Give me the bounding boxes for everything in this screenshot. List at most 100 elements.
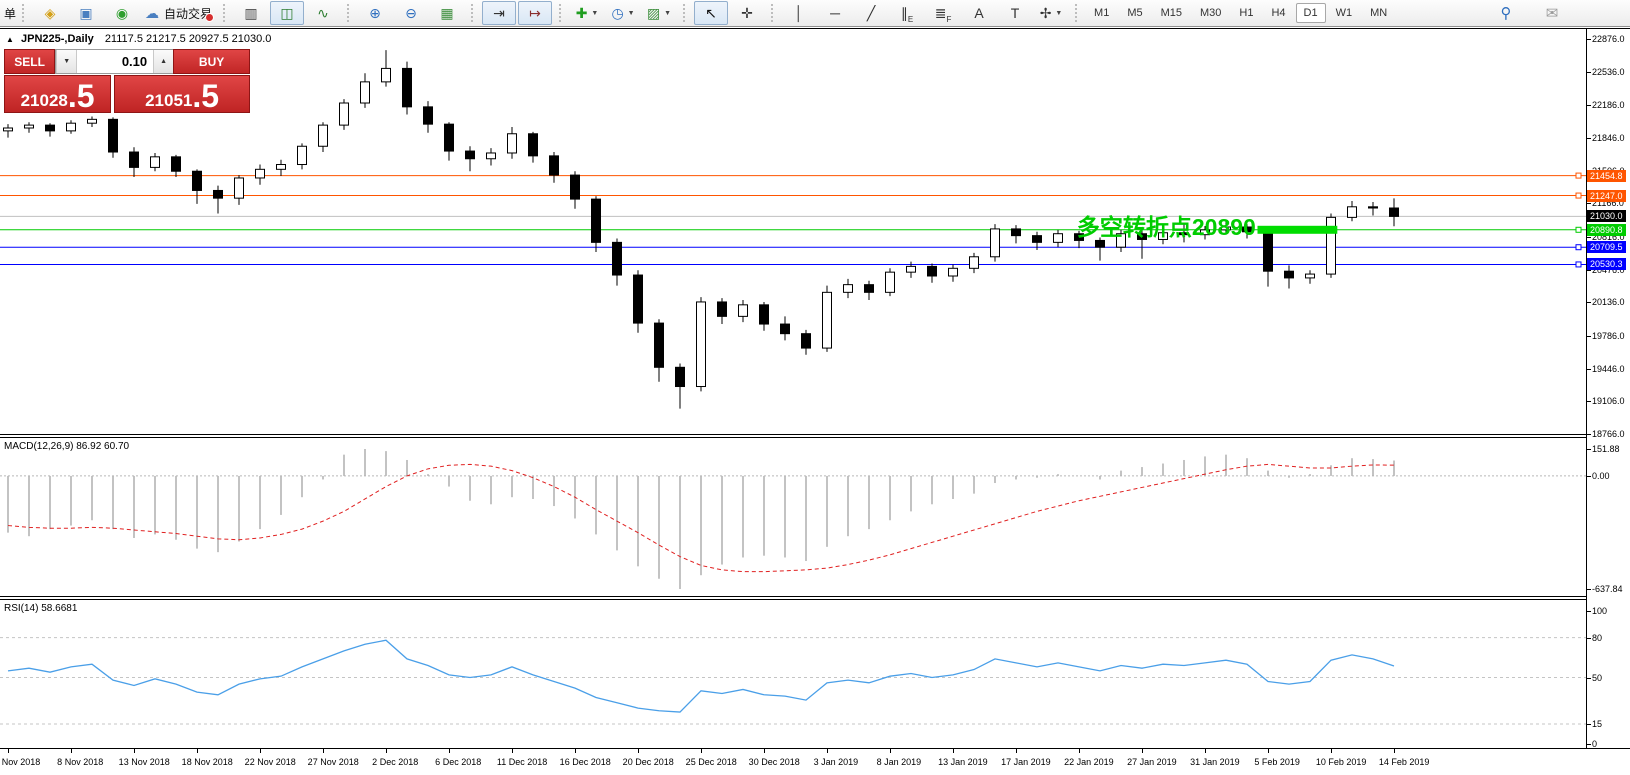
timeframe-m30-button[interactable]: M30 [1200,7,1222,19]
periods-dropdown-icon[interactable]: ▼ [627,9,635,17]
buy-button[interactable]: BUY [173,49,250,74]
time-axis-tick [260,749,261,753]
indicators-dropdown-icon[interactable]: ▼ [591,9,599,17]
time-axis-label: 4 Nov 2018 [0,757,41,767]
line-chart-button[interactable]: ∿ [306,1,340,25]
horizontal-line-button[interactable]: ─ [818,1,852,25]
equidistant-channel-icon: ∥ [900,5,908,21]
rsi-indicator-label: RSI(14) 58.6681 [4,603,78,614]
autotrading-icon: ☁ [145,5,160,21]
time-axis-tick [1079,749,1080,753]
templates-button[interactable]: ▨ ▼ [642,1,676,25]
price-axis-tick: 22536.0 [1587,66,1625,77]
zoom-out-icon: ⊖ [405,5,417,21]
time-axis-tick [1394,749,1395,753]
text-button[interactable]: A [962,1,996,25]
periods-button[interactable]: ◷ ▼ [606,1,640,25]
timeframe-w1-button[interactable]: W1 [1335,7,1353,19]
time-axis-label: 5 Feb 2019 [1254,757,1300,767]
main-toolbar: 单 ◈ ▣ ◉ ☁ 自动交易 ▥ ◫ ∿ ⊕ ⊖ ▦ ⇥ ↦ ✚ ▼ ◷ ▼ ▨ ▼ ↖ ✛ │ ─ ╱ ∥ E ≣ F A T ✢ ▼ M1… [0,0,1630,27]
templates-dropdown-icon[interactable]: ▼ [664,9,672,17]
time-axis-label: 30 Dec 2018 [748,757,800,767]
price-axis-tick: 0.00 [1587,470,1610,481]
time-axis-label: 25 Dec 2018 [685,757,737,767]
chart-title: ▲ JPN225-,Daily 21117.5 21217.5 20927.5 … [6,33,271,45]
arrows-dropdown-icon[interactable]: ▼ [1055,9,1063,17]
time-axis-label: 10 Feb 2019 [1315,757,1367,767]
profiles-button[interactable]: ▣ [69,1,103,25]
volume-increase-button[interactable]: ▲ [153,50,175,73]
line-chart-icon: ∿ [317,5,329,21]
sell-price-fraction: .5 [67,77,95,114]
fibonacci-icon: ≣ [934,5,947,21]
price-axis-tick: -637.84 [1587,584,1623,594]
search-icon: ⚲ [1500,4,1512,22]
fibonacci-button[interactable]: ≣ F [926,1,960,25]
time-axis-tick [1016,749,1017,753]
price-axis-tick: 18766.0 [1587,429,1625,439]
auto-scroll-button[interactable]: ⇥ [482,1,517,25]
chart-canvas[interactable]: 多空转折点20890 [0,29,1586,748]
text-label-button[interactable]: T [998,1,1032,25]
time-axis-label: 13 Nov 2018 [118,757,170,767]
time-axis-tick [1331,749,1332,753]
zoom-in-button[interactable]: ⊕ [358,1,392,25]
chart-shift-button[interactable]: ↦ [518,1,553,25]
zoom-out-button[interactable]: ⊖ [394,1,428,25]
volume-input[interactable] [77,50,154,73]
time-axis-label: 31 Jan 2019 [1190,757,1240,767]
volume-stepper: ▼ ▲ [55,49,175,74]
chat-icon: ✉ [1545,4,1559,22]
time-axis-label: 16 Dec 2018 [559,757,611,767]
signals-icon: ◉ [115,5,129,21]
search-button[interactable]: ⚲ [1489,1,1523,25]
equidistant-channel-button[interactable]: ∥ E [890,1,924,25]
price-scale[interactable]: 22876.022536.022186.021846.021506.021166… [1586,29,1630,749]
time-axis-label: 2 Dec 2018 [372,757,419,767]
new-chart-button[interactable]: ◈ [33,1,67,25]
timeframe-m15-button[interactable]: M15 [1160,7,1182,19]
annotation-text[interactable]: 多空转折点20890 [1077,214,1256,240]
timeframe-d1-button[interactable]: D1 [1295,3,1326,23]
chat-button[interactable]: ✉ [1535,1,1569,25]
highlight-segment[interactable] [1257,225,1338,234]
signals-button[interactable]: ◉ [105,1,139,25]
time-axis-tick [953,749,954,753]
timeframe-m5-button[interactable]: M5 [1127,7,1143,19]
timeframe-h4-button[interactable]: H4 [1271,7,1286,19]
sell-button[interactable]: SELL [4,49,56,74]
trendline-button[interactable]: ╱ [854,1,888,25]
buy-price[interactable]: 21051 .5 [114,75,250,113]
bar-chart-button[interactable]: ▥ [234,1,268,25]
time-axis-tick [1205,749,1206,753]
time-scale[interactable]: 4 Nov 2018 8 Nov 2018 13 Nov 2018 18 Nov 20… [0,748,1630,775]
time-axis-label: 6 Dec 2018 [435,757,482,767]
one-click-trade-panel: SELL ▼ ▲ BUY 21028 .5 21051 .5 [4,49,250,113]
volume-decrease-button[interactable]: ▼ [56,50,78,73]
tile-windows-button[interactable]: ▦ [430,1,464,25]
vertical-line-button[interactable]: │ [782,1,816,25]
cursor-button[interactable]: ↖ [694,1,729,25]
collapse-trade-panel-icon[interactable]: ▲ [6,35,14,44]
arrows-button[interactable]: ✢ ▼ [1034,1,1068,25]
price-axis-tick: 0 [1586,739,1598,749]
sell-price[interactable]: 21028 .5 [4,75,112,114]
price-level-label: 21030.0 [1587,210,1626,223]
price-axis-tick: 19446.0 [1587,363,1625,374]
symbol-period-label: JPN225-,Daily [20,33,94,45]
horizontal-line-icon: ─ [830,5,840,21]
price-level-label: 21454.8 [1587,169,1626,182]
toolbar-grip [683,4,689,22]
new-order-button[interactable]: 单 [4,6,17,21]
time-axis-label: 13 Jan 2019 [938,757,988,767]
time-axis-tick [71,749,72,753]
timeframe-h1-button[interactable]: H1 [1239,7,1254,19]
time-axis-tick [890,749,891,753]
candlestick-chart-button[interactable]: ◫ [270,1,305,25]
indicators-button[interactable]: ✚ ▼ [570,1,604,25]
crosshair-button[interactable]: ✛ [730,1,764,25]
autotrading-button[interactable]: ☁ 自动交易 [141,1,216,25]
timeframe-m1-button[interactable]: M1 [1094,7,1110,19]
timeframe-mn-button[interactable]: MN [1370,7,1388,19]
price-axis-tick: 20816.0 [1587,231,1625,242]
